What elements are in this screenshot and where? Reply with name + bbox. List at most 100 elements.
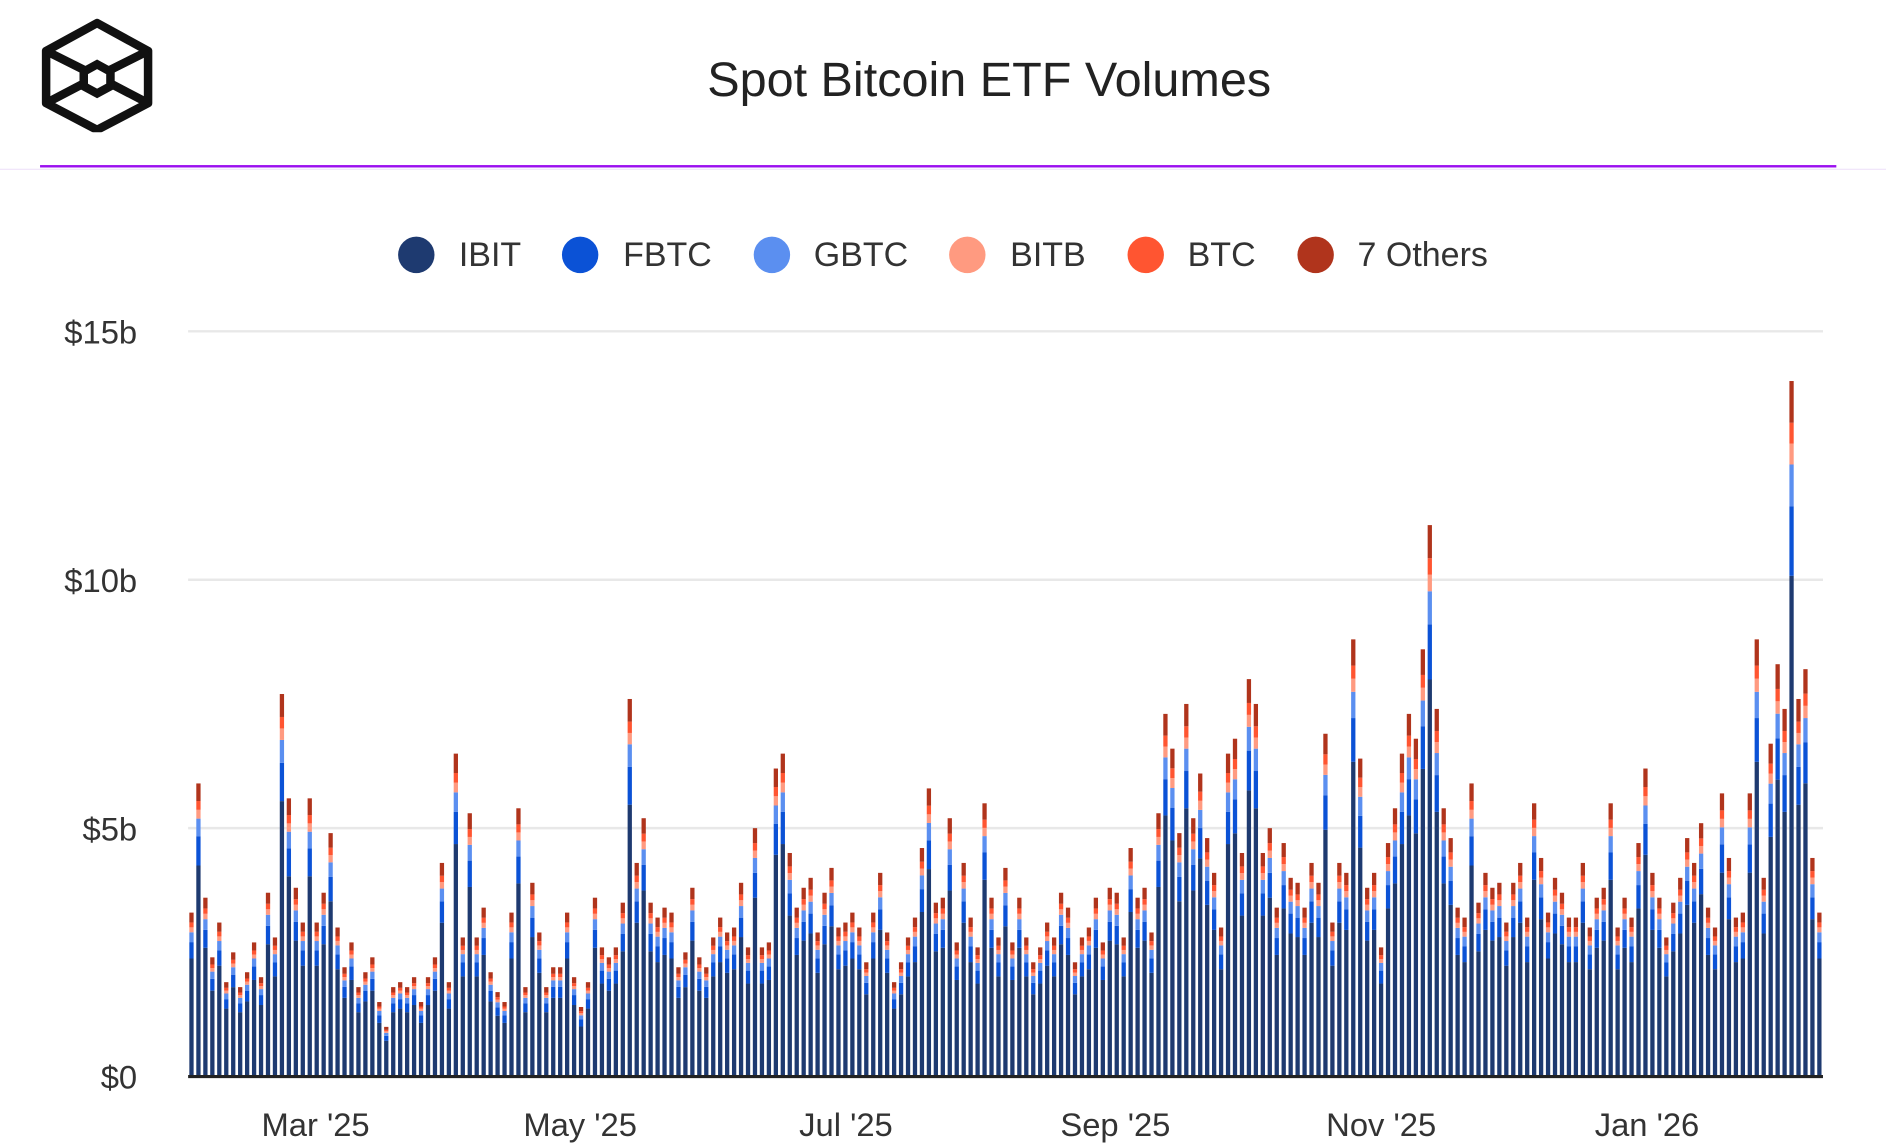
bar-segment-btc: [718, 927, 723, 932]
bar-segment-btc: [1218, 936, 1224, 941]
bar-segment-7-others: [523, 987, 528, 993]
bar-segment-gbtc: [1323, 774, 1328, 796]
bar-segment-7-others: [1678, 877, 1683, 890]
bar-segment-ibit: [1448, 904, 1453, 1077]
bar-segment-fbtc: [377, 1015, 382, 1023]
bar-segment-btc: [1031, 969, 1036, 973]
bar-segment-gbtc: [1782, 753, 1787, 776]
bar-segment-fbtc: [1142, 921, 1147, 941]
bar-segment-btc: [1316, 894, 1321, 901]
bar-segment-btc: [1198, 791, 1203, 801]
bar-segment-bitb: [217, 936, 222, 942]
bar-segment-ibit: [238, 1012, 243, 1077]
bar-segment-btc: [1177, 847, 1182, 856]
bar-segment-gbtc: [1559, 914, 1565, 926]
legend-item-btc[interactable]: BTC: [1126, 235, 1256, 274]
bar-segment-gbtc: [1191, 849, 1196, 865]
bar-segment-ibit: [1511, 937, 1516, 1077]
bar-segment-gbtc: [1079, 954, 1085, 963]
bar-segment-7-others: [1031, 962, 1036, 970]
bar-segment-gbtc: [780, 792, 785, 812]
legend-item-bitb[interactable]: BITB: [949, 235, 1086, 274]
bar-segment-fbtc: [1803, 742, 1808, 784]
bar-segment-7-others: [363, 972, 368, 979]
bar-segment-gbtc: [676, 980, 681, 987]
bar-segment-gbtc: [836, 945, 841, 955]
bar-segment-btc: [453, 773, 458, 783]
bar-segment-gbtc: [307, 831, 312, 849]
legend-item-fbtc[interactable]: FBTC: [562, 235, 712, 274]
bar-segment-btc: [843, 931, 848, 937]
bar-segment-gbtc: [1420, 700, 1425, 727]
bar-segment-btc: [1685, 852, 1690, 860]
bar-segment-fbtc: [1538, 897, 1544, 920]
bar-segment-gbtc: [196, 818, 201, 837]
bar-segment-bitb: [1413, 769, 1419, 780]
bar-segment-gbtc: [1177, 862, 1182, 877]
bar-segment-7-others: [919, 848, 925, 862]
bar-segment-7-others: [891, 982, 897, 988]
bar-segment-fbtc: [321, 925, 326, 945]
bar-segment-ibit: [1253, 808, 1259, 1077]
bar-segment-bitb: [1365, 904, 1370, 911]
bar-segment-btc: [1371, 885, 1377, 892]
bar-segment-btc: [196, 801, 201, 810]
bar-segment-bitb: [502, 1008, 507, 1011]
bar-segment-fbtc: [1448, 881, 1453, 905]
bar-segment-fbtc: [1504, 950, 1509, 966]
bar-segment-btc: [982, 819, 987, 828]
bar-segment-gbtc: [1483, 897, 1488, 910]
bar-segment-bitb: [1469, 809, 1474, 819]
bar-segment-7-others: [1747, 793, 1752, 811]
bar-segment-bitb: [1483, 891, 1488, 898]
bar-segment-gbtc: [1093, 919, 1099, 930]
bar-segment-fbtc: [752, 872, 758, 898]
bar-segment-btc: [1817, 922, 1822, 928]
bar-segment-fbtc: [815, 958, 820, 973]
bar-segment-bitb: [1643, 796, 1648, 806]
bar-segment-7-others: [655, 917, 660, 928]
bar-segment-fbtc: [725, 958, 730, 973]
bar-segment-bitb: [1232, 769, 1238, 780]
bar-segment-gbtc: [244, 984, 250, 992]
bar-segment-btc: [815, 941, 820, 946]
legend-item-gbtc[interactable]: GBTC: [753, 235, 908, 274]
x-tick-label: Jul '25: [799, 1106, 893, 1143]
bar-segment-fbtc: [1337, 901, 1342, 923]
bar-segment-ibit: [731, 969, 737, 1077]
bar-segment-fbtc: [1274, 938, 1279, 955]
bar-segment-gbtc: [460, 954, 465, 963]
bar-segment-gbtc: [1038, 962, 1043, 971]
bar-segment-fbtc: [1775, 738, 1780, 780]
bar-segment-fbtc: [571, 995, 577, 1006]
bar-segment-7-others: [1072, 962, 1078, 970]
bar-segment-bitb: [794, 922, 799, 928]
bar-segment-7-others: [1149, 932, 1154, 942]
bar-segment-fbtc: [1038, 970, 1043, 984]
bar-segment-ibit: [926, 869, 932, 1077]
bar-segment-bitb: [989, 913, 994, 920]
bar-segment-gbtc: [467, 844, 472, 861]
bar-segment-7-others: [1636, 843, 1641, 858]
bar-segment-bitb: [1789, 443, 1794, 465]
bar-segment-btc: [1017, 908, 1022, 914]
bar-segment-ibit: [1483, 929, 1488, 1077]
bar-segment-fbtc: [592, 929, 598, 948]
bar-segment-fbtc: [1205, 881, 1210, 905]
bar-segment-ibit: [272, 976, 278, 1077]
bar-segment-7-others: [1365, 887, 1370, 900]
bar-segment-ibit: [1191, 890, 1196, 1077]
legend-item-others[interactable]: 7 Others: [1296, 235, 1488, 274]
bar-segment-ibit: [377, 1022, 382, 1077]
legend-item-ibit[interactable]: IBIT: [398, 235, 521, 274]
bar-segment-7-others: [370, 957, 375, 965]
bar-segment-fbtc: [1385, 885, 1391, 909]
bar-segment-ibit: [1093, 947, 1099, 1077]
bar-segment-ibit: [391, 1012, 396, 1077]
bar-segment-ibit: [759, 983, 765, 1077]
bar-segment-bitb: [286, 823, 292, 832]
bar-segment-gbtc: [1671, 923, 1676, 934]
bar-segment-bitb: [836, 940, 841, 946]
bar-segment-7-others: [1086, 927, 1092, 937]
